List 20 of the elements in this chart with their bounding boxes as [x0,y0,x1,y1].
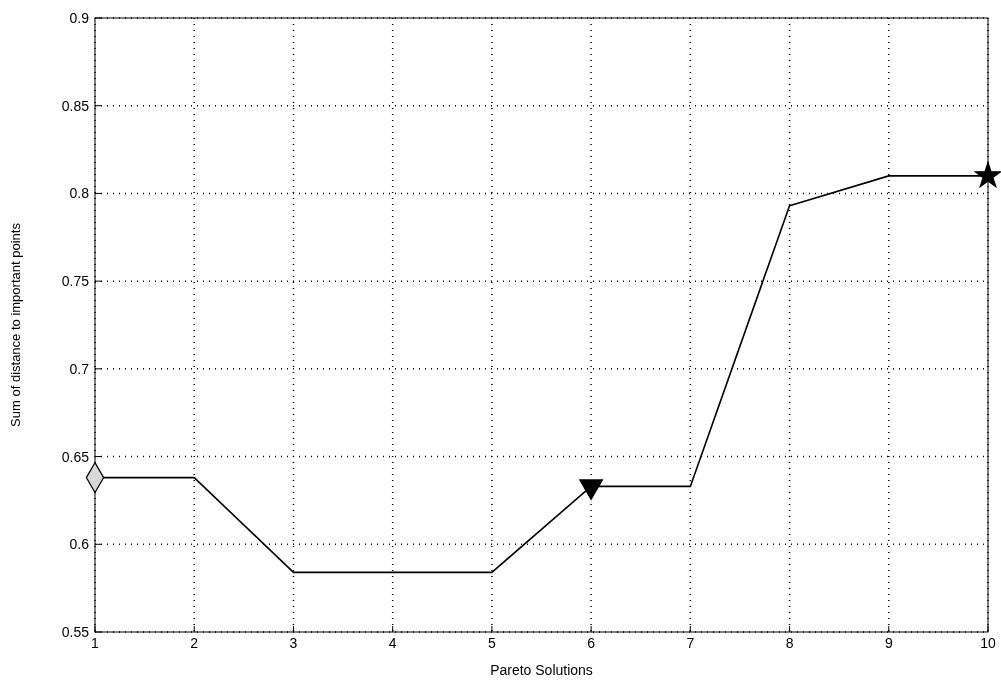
x-tick-label: 1 [91,635,100,651]
x-tick-label: 6 [587,635,596,651]
y-tick-label: 0.55 [61,624,90,640]
y-axis-title: Sum of distance to important points [8,222,23,427]
y-tick-label: 0.7 [69,360,90,377]
y-tick-label: 0.75 [61,273,90,290]
x-tick-label: 9 [884,635,893,651]
y-tick-label: 0.8 [69,185,90,202]
y-tick-label: 0.65 [61,448,90,465]
y-tick-label: 0.9 [69,10,90,26]
y-tick-label: 0.85 [61,97,90,114]
x-tick-label: 3 [289,635,298,651]
x-tick-label: 2 [190,635,199,651]
x-tick-label: 5 [487,635,496,651]
x-tick-label: 7 [686,635,695,651]
y-tick-label: 0.6 [69,536,90,553]
x-tick-label: 4 [388,635,397,651]
x-axis-title: Pareto Solutions [490,662,593,678]
x-tick-label: 10 [980,635,996,651]
x-tick-label: 8 [785,635,794,651]
